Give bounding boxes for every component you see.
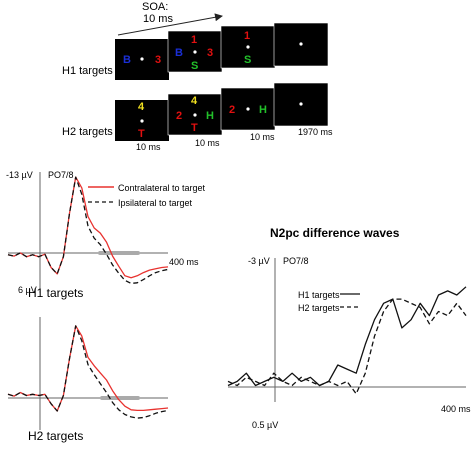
electrode-label: PO7/8 (48, 170, 74, 180)
fixation-dot (193, 50, 197, 54)
h2-frame-1: 4 T (115, 100, 169, 141)
frame-duration-label: 10 ms (136, 142, 161, 152)
y-top-label: -3 µV (248, 256, 270, 266)
stimulus-letter: 3 (207, 47, 213, 59)
fixation-dot (246, 45, 250, 49)
waveform-h1-targets (227, 286, 467, 387)
h1-frame-3: 1 S (220, 25, 276, 69)
y-top-label: -13 µV (6, 170, 33, 180)
h2-sequence: H2 targets 4 T 4 2 H T 2 H (62, 82, 333, 152)
h1-row-label: H1 targets (62, 65, 113, 77)
legend-label: H2 targets (298, 303, 340, 313)
stimulus-letter: H (259, 104, 267, 116)
stimulus-letter: T (191, 122, 198, 134)
soa-value: 10 ms (143, 13, 173, 25)
panel-label: H2 targets (28, 429, 83, 443)
stimulus-letter: S (244, 54, 251, 66)
legend-label: Contralateral to target (118, 183, 206, 193)
stimulus-letter: H (206, 110, 214, 122)
fixation-dot (140, 119, 144, 123)
h1-sequence: H1 targets B 3 B 1 3 S 1 S (62, 22, 329, 80)
erp-panel-h1: -13 µV 6 µV PO7/8 400 ms H1 targets Cont… (6, 170, 206, 300)
waveform-ipsilateral-to-target (7, 325, 169, 419)
frame-duration-label: 10 ms (250, 132, 275, 142)
stimulus-letter: B (175, 47, 183, 59)
fixation-dot (193, 113, 197, 117)
h2-frame-4 (273, 82, 329, 127)
fixation-dot (299, 102, 303, 106)
x-end-label: 400 ms (441, 404, 471, 414)
electrode-label: PO7/8 (283, 256, 309, 266)
x-end-label: 400 ms (169, 257, 199, 267)
legend-label: Ipsilateral to target (118, 198, 193, 208)
fixation-dot (246, 107, 250, 111)
frame-duration-label: 10 ms (195, 138, 220, 148)
h2-frame-3: 2 H (220, 87, 276, 131)
waveform-contralateral-to-target (7, 176, 169, 279)
stimulus-letter: 4 (191, 95, 198, 107)
stimulus-letter: 3 (155, 54, 161, 66)
frame-duration-label: 1970 ms (298, 127, 333, 137)
erp-panel-h2: H2 targets (7, 317, 169, 443)
stimulus-letter: 4 (138, 101, 145, 113)
y-bottom-label: 6 µV (18, 285, 37, 295)
legend-label: H1 targets (298, 290, 340, 300)
soa-label: SOA: (142, 1, 168, 13)
stimulus-letter: 1 (244, 30, 250, 42)
fixation-dot (299, 42, 303, 46)
diff-title: N2pc difference waves (270, 226, 400, 240)
stimulus-letter: 2 (229, 104, 235, 116)
stimulus-letter: 1 (191, 34, 197, 46)
waveform-ipsilateral-to-target (7, 176, 169, 285)
paradigm-diagram: SOA: 10 ms H1 targets B 3 B 1 3 S (62, 1, 333, 152)
h1-frame-1: B 3 (115, 39, 169, 80)
stimulus-letter: B (123, 54, 131, 66)
stimulus-letter: T (138, 128, 145, 140)
stimulus-letter: S (191, 60, 198, 72)
fixation-dot (140, 57, 144, 61)
y-bottom-label: 0.5 µV (252, 420, 278, 430)
diff-legend: H1 targets H2 targets (298, 290, 360, 313)
h1-frame-2: B 1 3 S (167, 30, 223, 73)
erp-legend: Contralateral to target Ipsilateral to t… (88, 183, 206, 208)
soa-arrow (117, 13, 223, 36)
h2-frame-2: 4 2 H T (167, 93, 223, 136)
h1-frame-4 (273, 22, 329, 67)
difference-wave-panel: N2pc difference waves -3 µV 0.5 µV PO7/8… (227, 226, 471, 430)
stimulus-letter: 2 (176, 110, 182, 122)
h2-row-label: H2 targets (62, 126, 113, 138)
panel-label: H1 targets (28, 286, 83, 300)
